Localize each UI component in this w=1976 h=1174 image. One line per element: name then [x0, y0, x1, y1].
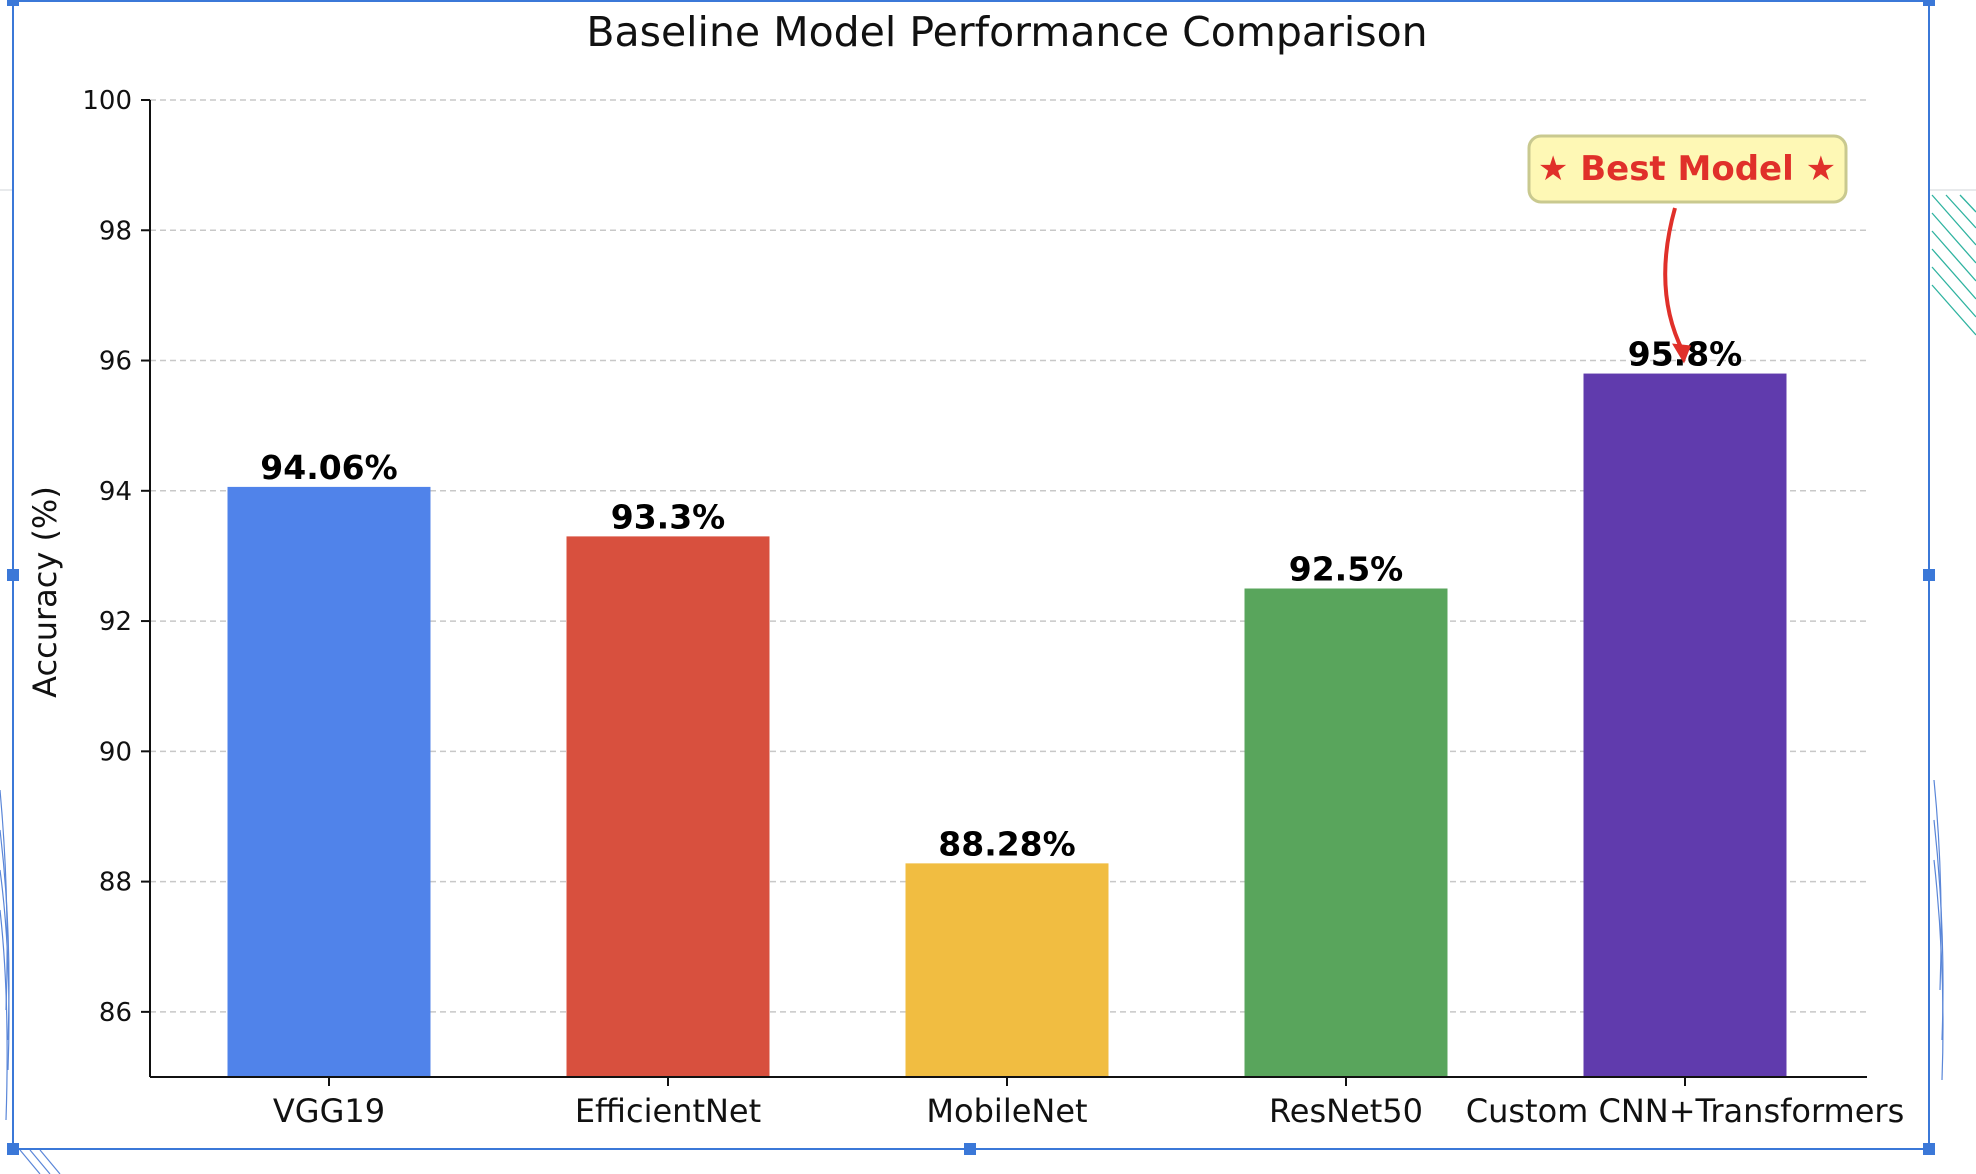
y-tick-label: 90: [99, 737, 132, 767]
bar: [1244, 588, 1448, 1077]
data-label: 94.06%: [260, 448, 397, 487]
y-tick-label: 92: [99, 607, 132, 637]
chart-title: Baseline Model Performance Comparison: [586, 8, 1427, 56]
resize-handle-bottom-left[interactable]: [7, 1143, 19, 1155]
bar: [566, 536, 770, 1077]
bar: [1583, 373, 1787, 1077]
y-ticks: 86 88 90 92 94 96 98 100: [82, 86, 150, 1028]
data-label: 92.5%: [1289, 550, 1404, 589]
y-tick-label: 86: [99, 998, 132, 1028]
annotation-arrowhead: [1672, 343, 1691, 364]
resize-handle-bottom-right[interactable]: [1923, 1143, 1935, 1155]
x-tick-label: ResNet50: [1269, 1092, 1423, 1130]
annotation-text: ★ Best Model ★: [1538, 149, 1836, 189]
editor-background: [0, 189, 1976, 1174]
best-model-annotation: ★ Best Model ★: [1527, 134, 1848, 364]
background-hatch-pattern-blue: [0, 779, 1944, 1174]
y-tick-label: 96: [99, 347, 132, 377]
resize-handle-middle-left[interactable]: [7, 569, 19, 581]
y-tick-label: 100: [82, 86, 132, 116]
y-tick-label: 98: [99, 216, 132, 246]
resize-handle-middle-right[interactable]: [1923, 569, 1935, 581]
data-label: 88.28%: [938, 824, 1075, 863]
resize-handle-top-left[interactable]: [7, 0, 19, 6]
y-tick-label: 94: [99, 477, 132, 507]
data-label: 93.3%: [611, 497, 726, 536]
axes: [149, 100, 1867, 1078]
x-tick-label: Custom CNN+Transformers: [1466, 1092, 1904, 1130]
bar: [905, 863, 1109, 1077]
annotation-box: [1527, 134, 1848, 204]
resize-handle-top-right[interactable]: [1923, 0, 1935, 6]
x-tick-label: EfficientNet: [575, 1092, 761, 1130]
y-axis-label: Accuracy (%): [26, 486, 64, 698]
bars: [227, 373, 1787, 1078]
resize-handle-bottom-center[interactable]: [964, 1143, 976, 1155]
background-hatch-pattern: [1931, 194, 1976, 336]
value-labels: 94.06%93.3%88.28%92.5%95.8%: [260, 335, 1742, 864]
bar: [227, 486, 431, 1078]
annotation-arrow: [1663, 207, 1685, 353]
x-tick-label: MobileNet: [926, 1092, 1087, 1130]
selection-frame[interactable]: [7, 0, 1935, 1155]
grid-lines: [150, 99, 1867, 1013]
x-ticks: VGG19 EfficientNet MobileNet ResNet50 Custom…: [273, 1077, 1904, 1130]
x-tick-label: VGG19: [273, 1092, 385, 1130]
y-tick-label: 88: [99, 868, 132, 898]
